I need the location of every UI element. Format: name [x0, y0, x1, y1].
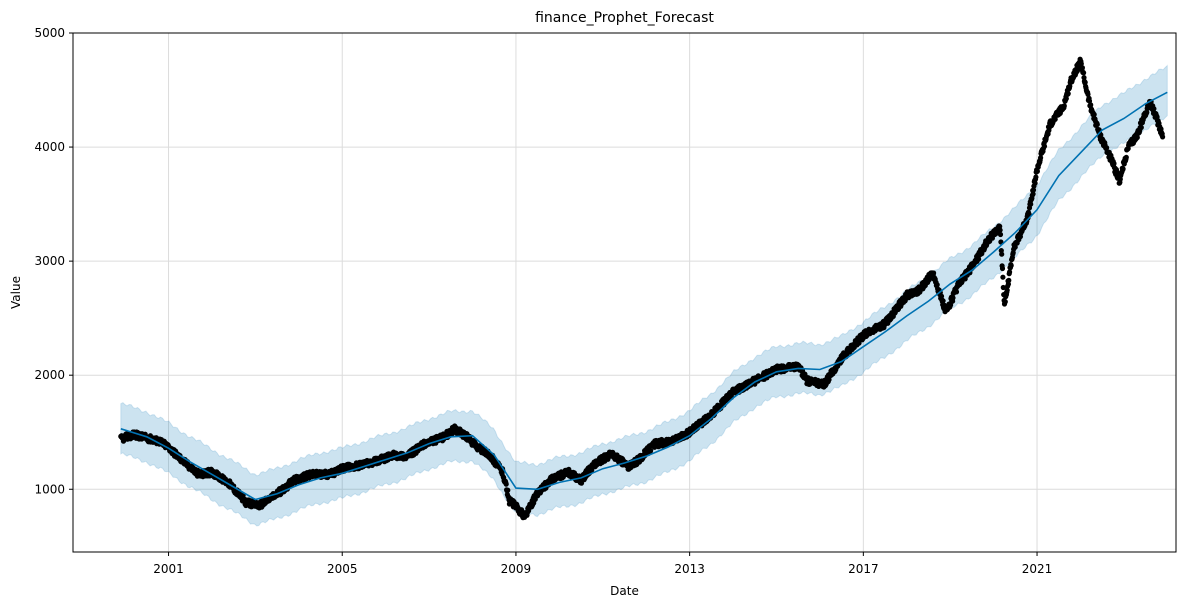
x-axis-ticks: 2001 2005 2009 2013 2017 2021: [153, 552, 1052, 576]
y-axis-label: Value: [9, 276, 23, 309]
observed-point: [1079, 65, 1085, 71]
observed-point: [648, 448, 654, 454]
observed-point: [999, 251, 1005, 257]
observed-point: [1091, 111, 1097, 118]
observed-point: [1104, 145, 1110, 151]
x-tick-label: 2005: [327, 562, 358, 576]
observed-point: [322, 468, 328, 474]
observed-point: [1028, 201, 1034, 207]
observed-point: [1033, 174, 1039, 180]
observed-point: [503, 481, 509, 487]
x-axis-label: Date: [610, 584, 639, 598]
observed-point: [1138, 124, 1144, 131]
observed-point: [1008, 262, 1014, 269]
observed-point: [997, 231, 1004, 238]
observed-point: [1004, 287, 1010, 293]
observed-point: [997, 227, 1003, 233]
observed-point: [1144, 109, 1150, 115]
observed-point: [1030, 187, 1037, 193]
observed-point: [1078, 61, 1084, 67]
observed-point: [1134, 134, 1140, 141]
observed-point: [1026, 211, 1032, 217]
x-tick-label: 2021: [1022, 562, 1053, 576]
observed-point: [1052, 116, 1058, 122]
observed-point: [1082, 79, 1088, 85]
observed-point: [1006, 277, 1012, 283]
observed-point: [1041, 143, 1048, 149]
y-tick-label: 4000: [34, 140, 65, 154]
observed-point: [1000, 284, 1006, 291]
y-tick-label: 2000: [34, 368, 65, 382]
x-tick-label: 2013: [674, 562, 705, 576]
observed-point: [1002, 299, 1008, 305]
plot-frame: [72, 32, 1177, 553]
observed-point: [1063, 96, 1069, 102]
observed-point: [953, 289, 960, 295]
observed-point: [1038, 155, 1044, 161]
observed-point: [1151, 106, 1157, 112]
observed-point: [1111, 160, 1117, 167]
forecast-line: [120, 91, 1168, 501]
forecast-line-group: [120, 91, 1168, 501]
observed-point: [1085, 91, 1091, 97]
observed-point: [934, 282, 940, 288]
observed-point: [1034, 168, 1040, 174]
observed-points: [118, 56, 1166, 521]
observed-point: [1000, 274, 1006, 280]
observed-point: [976, 256, 982, 262]
observed-point: [856, 340, 862, 346]
x-tick-label: 2009: [501, 562, 532, 576]
observed-point: [940, 298, 946, 304]
observed-point: [1065, 91, 1071, 97]
chart-title: finance_Prophet_Forecast: [535, 10, 714, 26]
observed-point: [999, 265, 1006, 272]
observed-point: [1086, 98, 1093, 104]
observed-point: [1061, 103, 1067, 109]
observed-point: [1007, 269, 1013, 275]
y-tick-label: 5000: [34, 26, 65, 40]
y-tick-label: 1000: [34, 482, 65, 496]
observed-point: [505, 487, 511, 493]
observed-point: [1160, 134, 1166, 140]
y-tick-label: 3000: [34, 254, 65, 268]
x-tick-label: 2001: [153, 562, 184, 576]
observed-point: [1123, 154, 1129, 160]
observed-point: [1120, 166, 1126, 172]
observed-point: [1088, 102, 1094, 108]
observed-point: [1094, 121, 1100, 128]
observed-point: [931, 270, 937, 276]
observed-point: [1032, 180, 1038, 186]
y-axis-ticks: 1000 2000 3000 4000 5000: [34, 26, 73, 496]
observed-point: [1081, 70, 1087, 76]
observed-point: [950, 295, 956, 301]
x-tick-label: 2017: [848, 562, 879, 576]
observed-point: [1030, 191, 1036, 197]
